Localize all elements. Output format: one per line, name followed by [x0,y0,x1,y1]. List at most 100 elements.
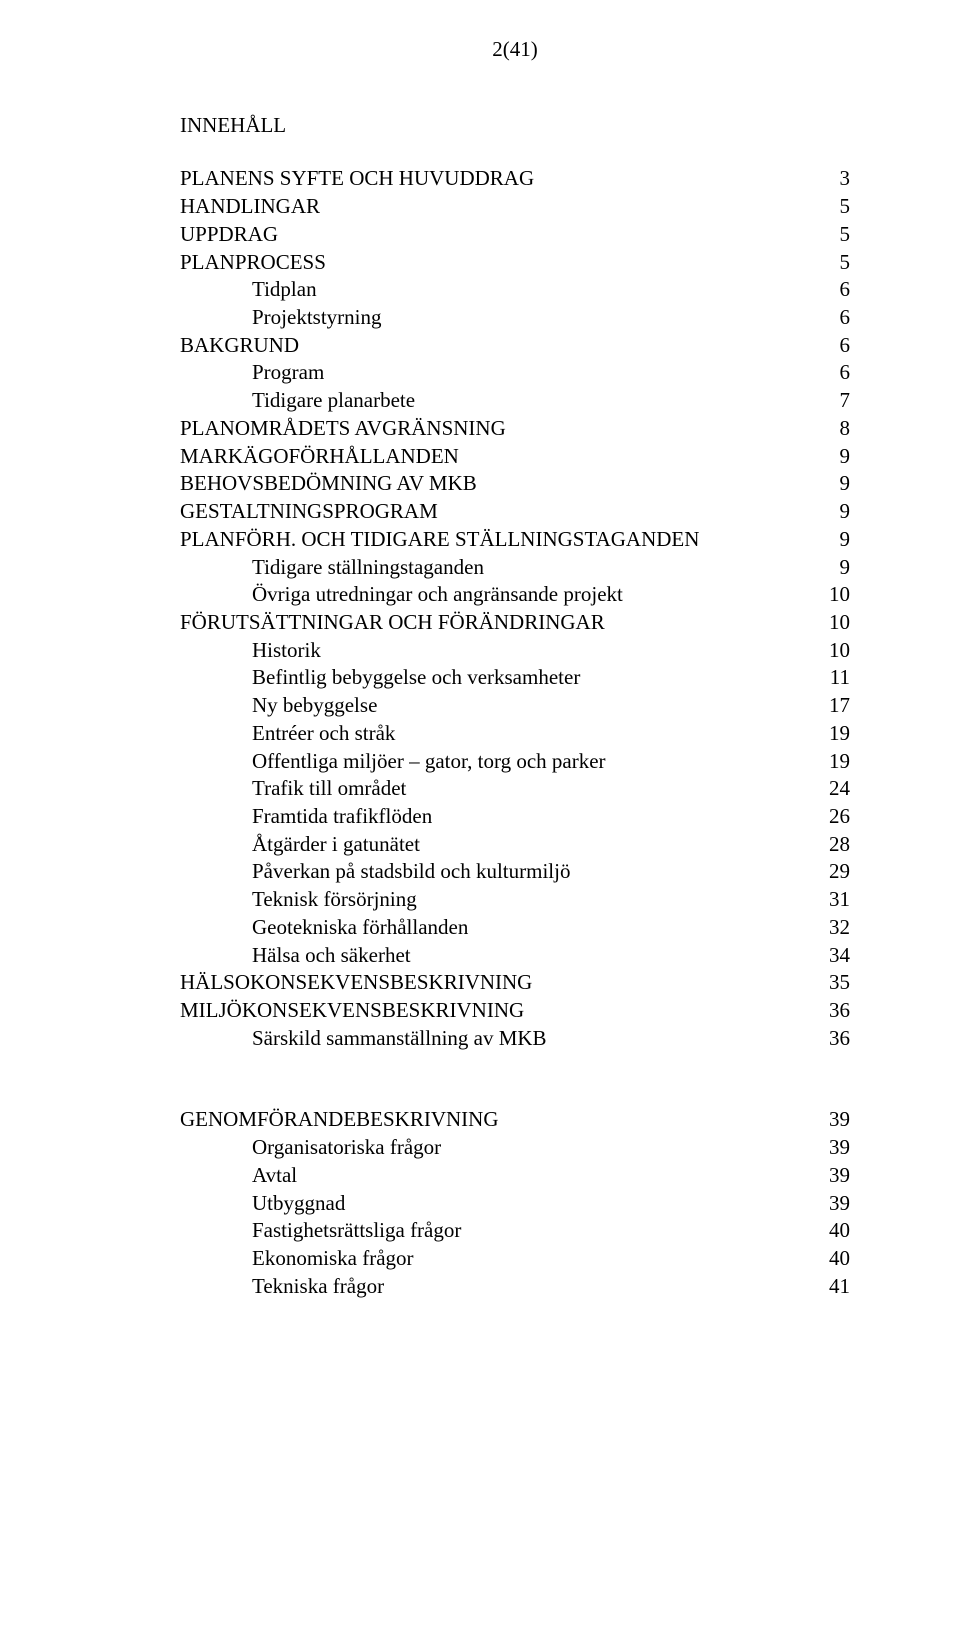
toc-label: BEHOVSBEDÖMNING AV MKB [180,470,477,498]
toc-label: Entréer och stråk [180,720,395,748]
page-number: 2(41) [180,36,850,64]
toc-page-number: 39 [821,1106,850,1134]
toc-label: Tekniska frågor [180,1273,384,1301]
toc-label: Avtal [180,1162,297,1190]
toc-page-number: 6 [832,359,851,387]
toc-page-number: 39 [821,1162,850,1190]
toc-row: Ekonomiska frågor40 [180,1245,850,1273]
toc-row: Övriga utredningar och angränsande proje… [180,581,850,609]
toc-row: HÄLSOKONSEKVENSBESKRIVNING35 [180,969,850,997]
toc-row: BEHOVSBEDÖMNING AV MKB9 [180,470,850,498]
toc-page-number: 9 [832,498,851,526]
toc-label: Övriga utredningar och angränsande proje… [180,581,623,609]
toc-row: Projektstyrning 6 [180,304,850,332]
toc-label: Tidplan [180,276,317,304]
toc-page-number: 34 [821,942,850,970]
toc-page-number: 41 [821,1273,850,1301]
toc-label: Teknisk försörjning [180,886,417,914]
toc-row: MARKÄGOFÖRHÅLLANDEN9 [180,443,850,471]
toc-label: PLANFÖRH. OCH TIDIGARE STÄLLNINGSTAGANDE… [180,526,699,554]
document-page: 2(41) INNEHÅLL PLANENS SYFTE OCH HUVUDDR… [0,0,960,1649]
toc-label: Offentliga miljöer – gator, torg och par… [180,748,606,776]
toc-row: Trafik till området 24 [180,775,850,803]
toc-row: Befintlig bebyggelse och verksamheter 11 [180,664,850,692]
toc-label: Befintlig bebyggelse och verksamheter [180,664,580,692]
toc-label: Ny bebyggelse [180,692,377,720]
toc-page-number: 40 [821,1217,850,1245]
toc-label: HANDLINGAR [180,193,320,221]
toc-label: Program [180,359,324,387]
toc-row: PLANPROCESS 5 [180,249,850,277]
toc-row: Historik 10 [180,637,850,665]
toc-label: Historik [180,637,321,665]
toc-row: MILJÖKONSEKVENSBESKRIVNING36 [180,997,850,1025]
toc-page-number: 26 [821,803,850,831]
toc-page-number: 11 [822,664,850,692]
toc-label: Tidigare ställningstaganden [180,554,484,582]
toc-row: Tidigare ställningstaganden9 [180,554,850,582]
toc-label: PLANENS SYFTE OCH HUVUDDRAG [180,165,534,193]
toc-page-number: 9 [832,526,851,554]
toc-row: Entréer och stråk 19 [180,720,850,748]
section-gap [180,1052,850,1106]
toc-page-number: 5 [832,193,851,221]
toc-row: Framtida trafikflöden 26 [180,803,850,831]
toc-row: Fastighetsrättsliga frågor 40 [180,1217,850,1245]
toc-row: Särskild sammanställning av MKB36 [180,1025,850,1053]
toc-label: Åtgärder i gatunätet [180,831,420,859]
toc-page-number: 31 [821,886,850,914]
toc-row: Teknisk försörjning 31 [180,886,850,914]
toc-page-number: 6 [832,276,851,304]
toc-label: PLANPROCESS [180,249,326,277]
toc-page-number: 6 [832,304,851,332]
toc-row: BAKGRUND6 [180,332,850,360]
toc-label: Organisatoriska frågor [180,1134,441,1162]
toc-row: Tekniska frågor 41 [180,1273,850,1301]
toc-page-number: 3 [832,165,851,193]
toc-section-1: PLANENS SYFTE OCH HUVUDDRAG3HANDLINGAR5U… [180,165,850,1052]
toc-label: Hälsa och säkerhet [180,942,411,970]
toc-page-number: 5 [832,249,851,277]
toc-label: GESTALTNINGSPROGRAM [180,498,438,526]
toc-page-number: 19 [821,720,850,748]
toc-label: UPPDRAG [180,221,278,249]
toc-row: Utbyggnad 39 [180,1190,850,1218]
toc-label: Särskild sammanställning av MKB [180,1025,547,1053]
toc-label: Fastighetsrättsliga frågor [180,1217,461,1245]
toc-label: Geotekniska förhållanden [180,914,468,942]
toc-row: PLANOMRÅDETS AVGRÄNSNING 8 [180,415,850,443]
toc-page-number: 39 [821,1190,850,1218]
toc-label: Framtida trafikflöden [180,803,432,831]
toc-label: Utbyggnad [180,1190,345,1218]
toc-label: MILJÖKONSEKVENSBESKRIVNING [180,997,524,1025]
toc-page-number: 32 [821,914,850,942]
toc-label: Tidigare planarbete [180,387,415,415]
toc-row: Avtal 39 [180,1162,850,1190]
toc-page-number: 10 [821,609,850,637]
toc-row: Tidigare planarbete7 [180,387,850,415]
toc-label: Projektstyrning [180,304,382,332]
toc-label: BAKGRUND [180,332,299,360]
toc-section-2: GENOMFÖRANDEBESKRIVNING39Organisatoriska… [180,1106,850,1300]
toc-page-number: 8 [832,415,851,443]
toc-page-number: 24 [821,775,850,803]
toc-row: Hälsa och säkerhet 34 [180,942,850,970]
toc-row: GESTALTNINGSPROGRAM 9 [180,498,850,526]
toc-page-number: 10 [821,637,850,665]
toc-label: Påverkan på stadsbild och kulturmiljö [180,858,570,886]
toc-row: PLANENS SYFTE OCH HUVUDDRAG 3 [180,165,850,193]
toc-label: Trafik till området [180,775,406,803]
toc-row: UPPDRAG 5 [180,221,850,249]
toc-row: GENOMFÖRANDEBESKRIVNING39 [180,1106,850,1134]
toc-label: FÖRUTSÄTTNINGAR OCH FÖRÄNDRINGAR [180,609,605,637]
toc-row: FÖRUTSÄTTNINGAR OCH FÖRÄNDRINGAR 10 [180,609,850,637]
toc-page-number: 5 [832,221,851,249]
toc-row: Ny bebyggelse17 [180,692,850,720]
toc-row: Geotekniska förhållanden 32 [180,914,850,942]
toc-page-number: 19 [821,748,850,776]
toc-page-number: 29 [821,858,850,886]
toc-row: HANDLINGAR 5 [180,193,850,221]
toc-label: PLANOMRÅDETS AVGRÄNSNING [180,415,506,443]
toc-row: Offentliga miljöer – gator, torg och par… [180,748,850,776]
toc-row: Program 6 [180,359,850,387]
